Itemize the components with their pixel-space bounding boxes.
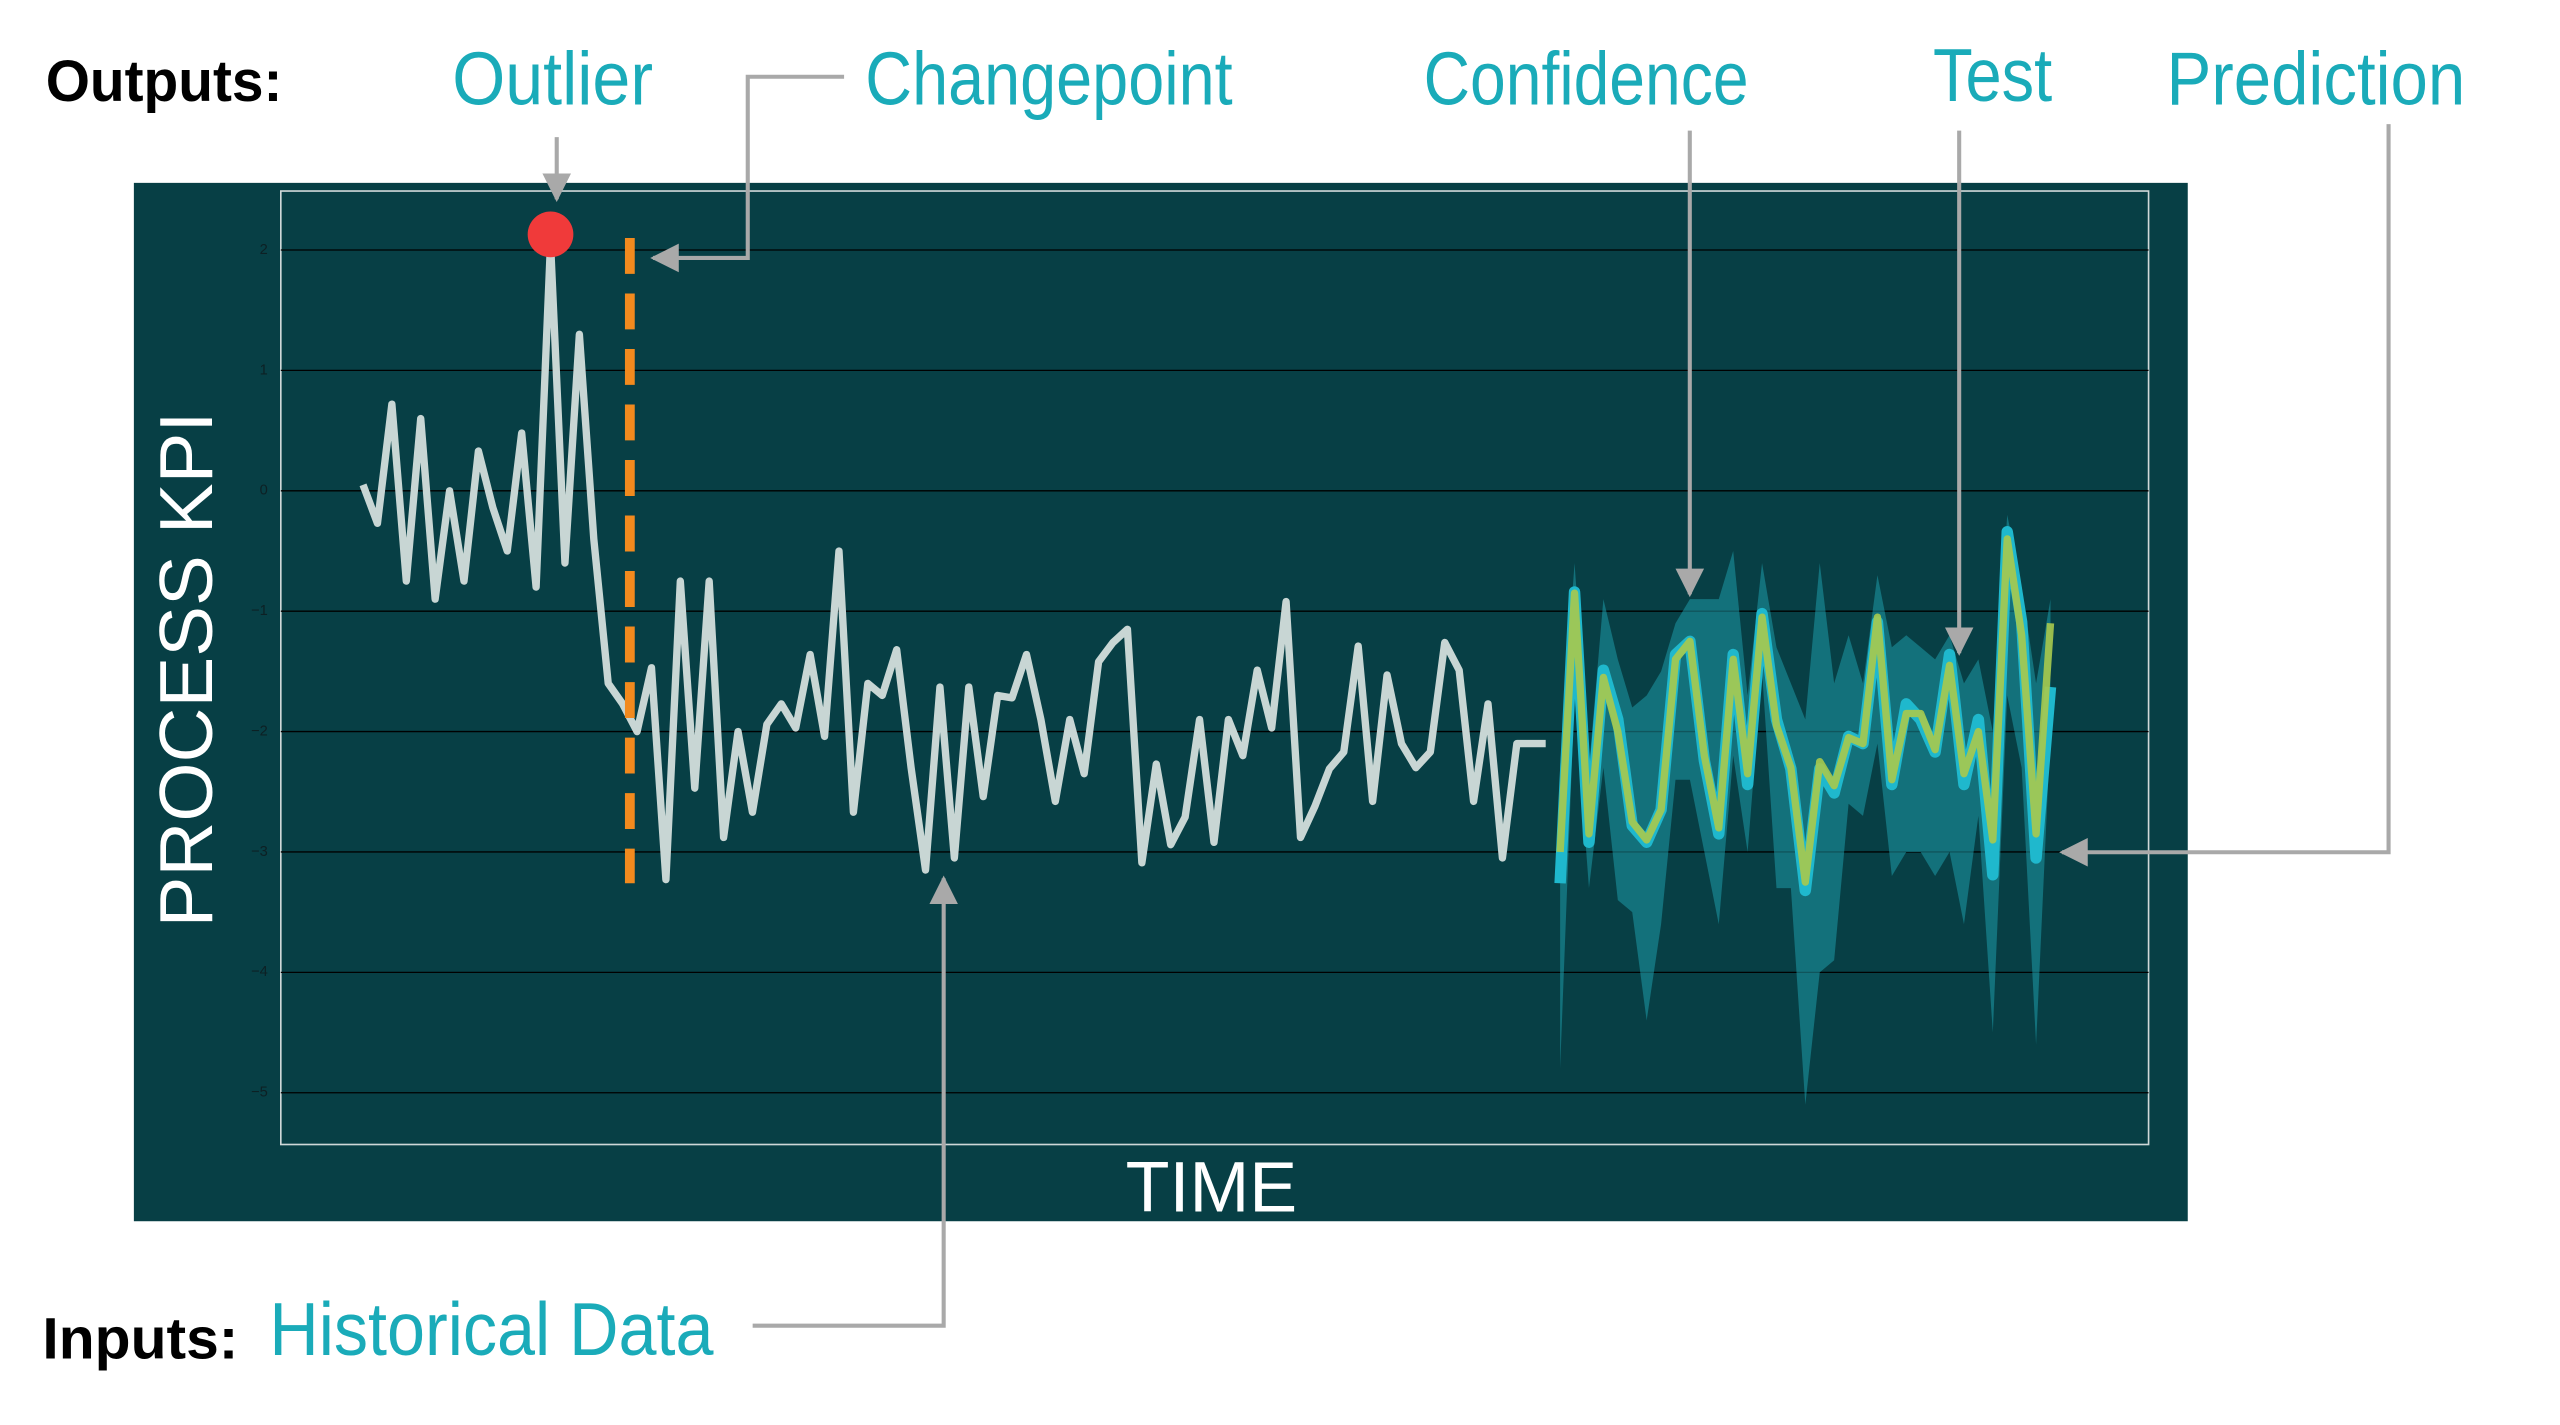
outputs-label: Outputs:	[46, 49, 283, 114]
y-tick-label: −3	[251, 844, 268, 860]
x-axis-label: TIME	[1126, 1147, 1298, 1227]
test-label: Test	[1933, 33, 2052, 117]
historical-data-arrow	[752, 875, 958, 1328]
outlier-point	[527, 211, 574, 258]
prediction-arrow	[2059, 124, 2391, 867]
y-axis-label: PROCESS KPI	[144, 411, 228, 927]
historical-data-label: Historical Data	[269, 1287, 713, 1371]
y-tick-label: 1	[260, 362, 268, 378]
y-tick-label: −4	[251, 964, 268, 980]
series-line	[1556, 535, 2055, 886]
y-tick-label: −1	[251, 603, 268, 619]
y-tick-label: 0	[260, 483, 268, 499]
confidence-band	[1560, 514, 2051, 1105]
y-tick-label: 2	[260, 242, 268, 258]
confidence-label: Confidence	[1424, 37, 1749, 121]
y-tick-label: −5	[251, 1085, 268, 1101]
prediction-label: Prediction	[2167, 37, 2466, 121]
plot-frame	[280, 190, 2150, 1146]
inputs-label: Inputs:	[42, 1306, 238, 1371]
outlier-label: Outlier	[452, 37, 653, 121]
changepoint-arrow	[650, 74, 845, 273]
y-tick-label: −2	[251, 723, 268, 739]
changepoint-label: Changepoint	[865, 37, 1232, 121]
series-line	[359, 239, 1546, 884]
